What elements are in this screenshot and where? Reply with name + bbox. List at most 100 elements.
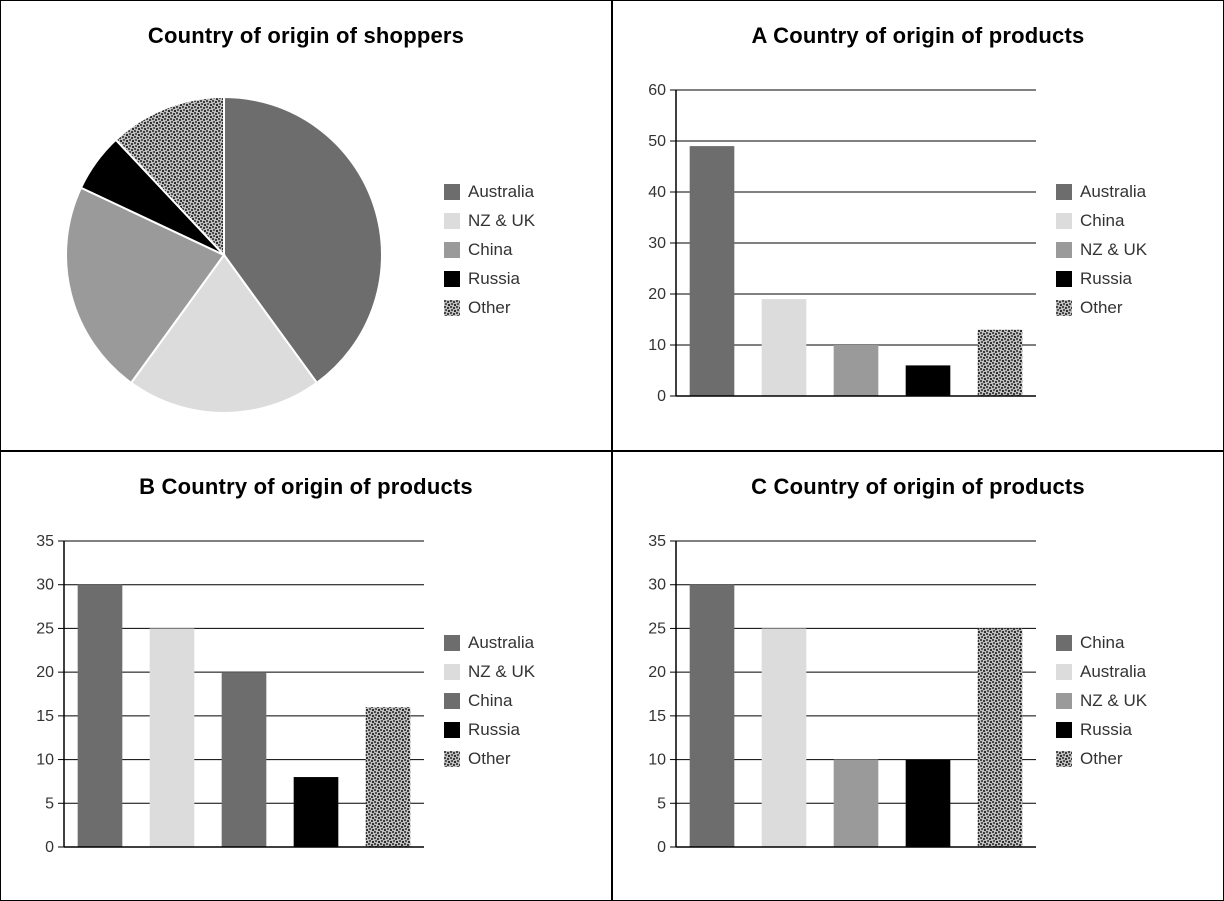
legend-label: China	[1080, 211, 1124, 231]
bar	[689, 146, 734, 396]
ytick-label: 25	[36, 620, 54, 637]
legend-item: Other	[1056, 298, 1211, 318]
ytick-label: 10	[648, 337, 666, 354]
panel-pie: Country of origin of shoppers Australia N…	[0, 0, 612, 451]
bar	[833, 759, 878, 846]
legend-item: Other	[444, 749, 599, 769]
legend-item: China	[444, 240, 599, 260]
legend-item: China	[1056, 633, 1211, 653]
legend-item: Other	[444, 298, 599, 318]
chart-a-title: A Country of origin of products	[625, 23, 1211, 49]
legend-swatch	[444, 664, 460, 680]
legend-item: Russia	[444, 720, 599, 740]
chart-b-area: 05101520253035	[13, 514, 434, 889]
legend-swatch	[444, 722, 460, 738]
legend-label: China	[468, 691, 512, 711]
bar	[221, 672, 266, 847]
legend-label: Russia	[1080, 720, 1132, 740]
legend-label: China	[468, 240, 512, 260]
bar	[365, 707, 410, 847]
ytick-label: 10	[648, 751, 666, 768]
legend-swatch	[1056, 213, 1072, 229]
pie-legend: Australia NZ & UK China Russia Other	[444, 63, 599, 438]
bar-chart-a: 0102030405060	[626, 80, 1046, 420]
legend-swatch	[1056, 184, 1072, 200]
ytick-label: 25	[648, 620, 666, 637]
charts-grid: Country of origin of shoppers Australia N…	[0, 0, 1224, 901]
legend-swatch	[1056, 751, 1072, 767]
bar	[761, 299, 806, 396]
legend-item: Russia	[444, 269, 599, 289]
legend-item: NZ & UK	[444, 662, 599, 682]
panel-b: B Country of origin of products 0 5 10 15 20…	[0, 451, 612, 901]
legend-item: Australia	[1056, 662, 1211, 682]
ytick-label: 50	[648, 133, 666, 150]
legend-c: China Australia NZ & UK Russia Other	[1056, 514, 1211, 889]
ytick-label: 20	[36, 664, 54, 681]
legend-item: Russia	[1056, 720, 1211, 740]
legend-item: Australia	[1056, 182, 1211, 202]
ytick-label: 40	[648, 184, 666, 201]
legend-item: NZ & UK	[1056, 240, 1211, 260]
ytick-label: 15	[36, 708, 54, 725]
chart-c-title: C Country of origin of products	[625, 474, 1211, 500]
legend-label: Other	[1080, 298, 1123, 318]
ytick-label: 10	[36, 751, 54, 768]
ytick-label: 5	[45, 795, 54, 812]
legend-label: NZ & UK	[1080, 240, 1147, 260]
ytick-label: 30	[648, 576, 666, 593]
legend-swatch	[444, 271, 460, 287]
legend-item: NZ & UK	[444, 211, 599, 231]
legend-swatch	[444, 213, 460, 229]
bar	[833, 345, 878, 396]
legend-label: China	[1080, 633, 1124, 653]
legend-label: NZ & UK	[468, 662, 535, 682]
legend-swatch	[1056, 271, 1072, 287]
ytick-label: 30	[648, 235, 666, 252]
ytick-label: 0	[657, 839, 666, 856]
pie-chart	[44, 70, 404, 430]
legend-swatch	[444, 693, 460, 709]
legend-label: Russia	[468, 269, 520, 289]
legend-swatch	[1056, 664, 1072, 680]
pie-title: Country of origin of shoppers	[13, 23, 599, 49]
chart-c-row: 05101520253035 ChinaAustraliaNZ & UKRuss…	[625, 514, 1211, 889]
legend-item: Australia	[444, 182, 599, 202]
ytick-label: 60	[648, 82, 666, 99]
ytick-label: 0	[45, 839, 54, 856]
ytick-label: 35	[36, 533, 54, 550]
legend-item: Australia	[444, 633, 599, 653]
legend-swatch	[1056, 722, 1072, 738]
legend-swatch	[444, 751, 460, 767]
legend-swatch	[444, 635, 460, 651]
legend-swatch	[1056, 242, 1072, 258]
ytick-label: 15	[648, 708, 666, 725]
legend-item: Other	[1056, 749, 1211, 769]
legend-label: Australia	[468, 182, 534, 202]
legend-a: Australia China NZ & UK Russia Other	[1056, 63, 1211, 438]
bar	[293, 777, 338, 847]
legend-swatch	[1056, 635, 1072, 651]
legend-swatch	[1056, 300, 1072, 316]
legend-swatch	[444, 242, 460, 258]
bar	[977, 628, 1022, 847]
bar	[905, 759, 950, 846]
legend-label: Russia	[1080, 269, 1132, 289]
ytick-label: 20	[648, 286, 666, 303]
legend-b: Australia NZ & UK China Russia Other	[444, 514, 599, 889]
pie-chart-area	[13, 63, 434, 438]
legend-label: Australia	[1080, 662, 1146, 682]
bar	[689, 584, 734, 846]
chart-b-title: B Country of origin of products	[13, 474, 599, 500]
legend-label: Other	[1080, 749, 1123, 769]
chart-a-area: 0102030405060	[625, 63, 1046, 438]
legend-item: NZ & UK	[1056, 691, 1211, 711]
chart-a-row: 0102030405060 AustraliaChinaNZ & UKRussi…	[625, 63, 1211, 438]
legend-label: Australia	[1080, 182, 1146, 202]
panel-c: C Country of origin of products 05101520…	[612, 451, 1224, 901]
bar	[977, 330, 1022, 396]
pie-row: Australia NZ & UK China Russia Other	[13, 63, 599, 438]
legend-label: Other	[468, 749, 511, 769]
bar	[149, 628, 194, 847]
legend-label: Russia	[468, 720, 520, 740]
